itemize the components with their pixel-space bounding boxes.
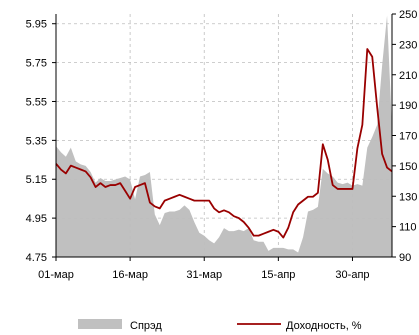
x-tick-label: 15-апр xyxy=(261,269,295,281)
left-tick-label: 4.95 xyxy=(26,213,47,225)
plot-area xyxy=(55,14,393,258)
series-line-yield xyxy=(55,48,393,239)
x-axis-ticks: 01-мар 16-мар 31-мар 15-апр 30-апр xyxy=(38,257,370,281)
left-tick-label: 5.95 xyxy=(26,19,47,31)
right-tick-label: 110 xyxy=(399,222,417,234)
x-tick-label: 01-мар xyxy=(38,269,74,281)
left-axis-ticks: 4.75 4.95 5.15 5.35 5.55 5.75 5.95 xyxy=(26,19,56,264)
legend: Спрэд Доходность, % xyxy=(78,319,362,332)
right-tick-label: 150 xyxy=(399,161,417,173)
right-tick-label: 250 xyxy=(399,9,417,21)
right-tick-label: 170 xyxy=(399,131,417,143)
right-tick-label: 230 xyxy=(399,39,417,51)
right-axis-ticks: 90 110 130 150 170 190 210 230 250 xyxy=(392,9,417,264)
legend-swatch-spread xyxy=(78,319,122,329)
legend-label-yield: Доходность, % xyxy=(286,320,362,332)
right-tick-label: 210 xyxy=(399,70,417,82)
right-tick-label: 130 xyxy=(399,191,417,203)
x-tick-label: 31-мар xyxy=(186,269,222,281)
left-tick-label: 5.15 xyxy=(26,174,47,186)
series-area-spread xyxy=(56,15,392,257)
left-tick-label: 4.75 xyxy=(26,252,47,264)
x-tick-label: 16-мар xyxy=(112,269,148,281)
left-tick-label: 5.35 xyxy=(26,135,47,147)
x-tick-label: 30-апр xyxy=(335,269,369,281)
left-tick-label: 5.75 xyxy=(26,58,47,70)
legend-label-spread: Спрэд xyxy=(130,320,162,332)
left-tick-label: 5.55 xyxy=(26,96,47,108)
right-tick-label: 90 xyxy=(399,252,411,264)
right-tick-label: 190 xyxy=(399,100,417,112)
